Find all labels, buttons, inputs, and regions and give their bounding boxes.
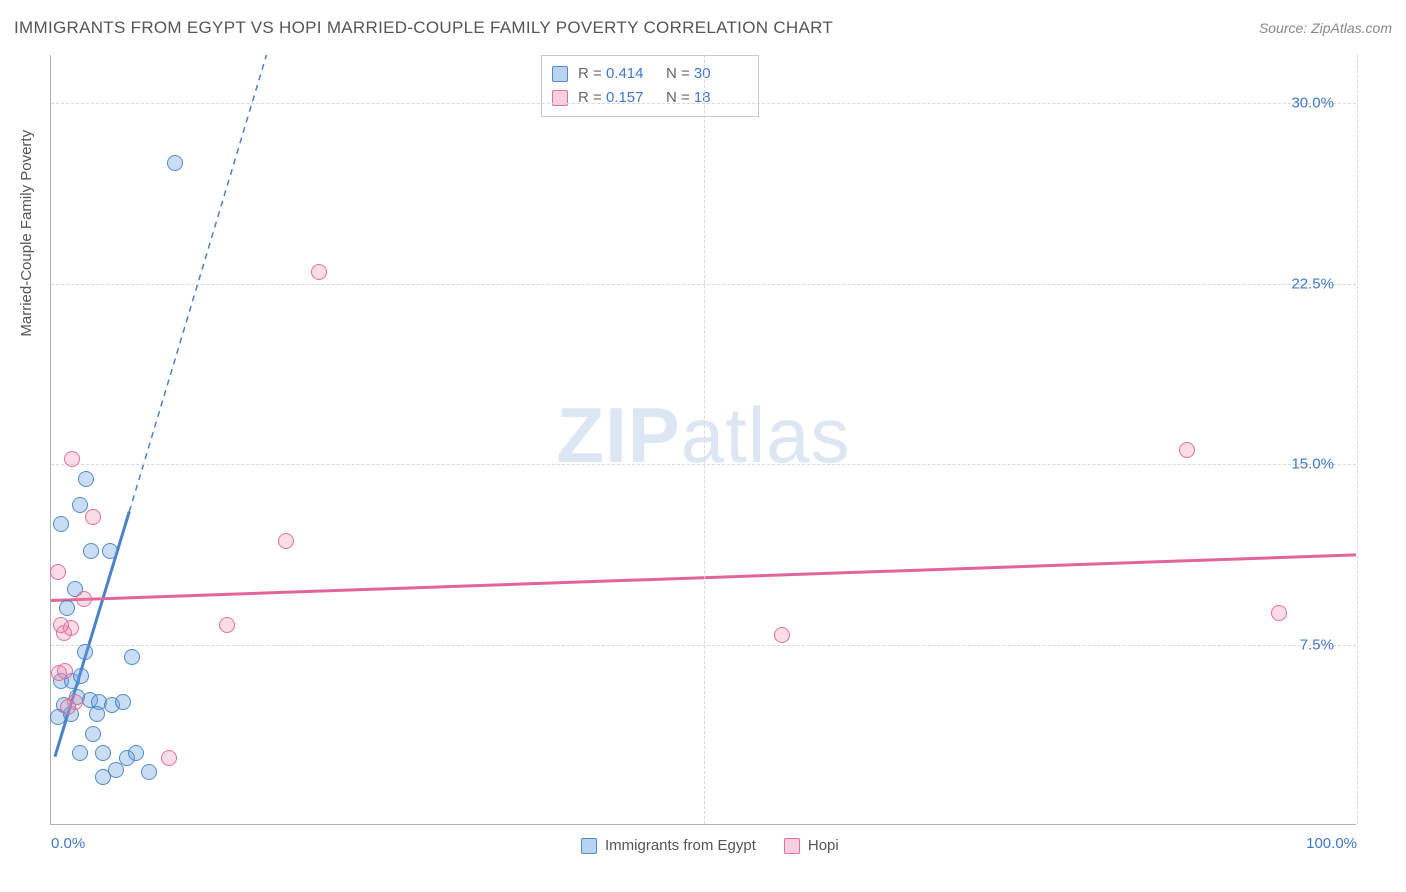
legend-label-pink: Hopi — [808, 837, 839, 854]
data-point-blue — [59, 600, 75, 616]
gridline-vertical — [1357, 55, 1358, 824]
n-label: N = — [666, 65, 694, 82]
source-prefix: Source: — [1259, 20, 1311, 36]
data-point-blue — [108, 762, 124, 778]
data-point-blue — [167, 155, 183, 171]
data-point-pink — [219, 617, 235, 633]
stats-legend-box: R = 0.414 N = 30 R = 0.157 N = 18 — [541, 55, 759, 117]
x-tick-label: 100.0% — [1306, 835, 1357, 852]
data-point-blue — [72, 497, 88, 513]
legend-swatch-blue — [581, 838, 597, 854]
bottom-legend: Immigrants from Egypt Hopi — [581, 837, 839, 854]
data-point-pink — [60, 699, 76, 715]
data-point-blue — [72, 745, 88, 761]
legend-item-blue: Immigrants from Egypt — [581, 837, 756, 854]
r-value-blue: 0.414 — [606, 62, 656, 86]
data-point-blue — [89, 706, 105, 722]
plot-area: ZIPatlas R = 0.414 N = 30 R = 0.157 N = … — [50, 55, 1356, 825]
data-point-pink — [278, 533, 294, 549]
y-tick-label: 22.5% — [1291, 275, 1334, 292]
data-point-blue — [73, 668, 89, 684]
data-point-blue — [53, 516, 69, 532]
data-point-pink — [57, 663, 73, 679]
data-point-pink — [53, 617, 69, 633]
data-point-pink — [1271, 605, 1287, 621]
n-value-blue: 30 — [694, 62, 744, 86]
data-point-blue — [128, 745, 144, 761]
data-point-blue — [102, 543, 118, 559]
watermark-bold: ZIP — [556, 390, 680, 478]
y-tick-label: 7.5% — [1300, 636, 1334, 653]
data-point-pink — [50, 564, 66, 580]
data-point-blue — [124, 649, 140, 665]
data-point-blue — [115, 694, 131, 710]
y-tick-label: 15.0% — [1291, 456, 1334, 473]
x-tick-label: 0.0% — [51, 835, 85, 852]
data-point-blue — [83, 543, 99, 559]
data-point-blue — [78, 471, 94, 487]
y-tick-label: 30.0% — [1291, 95, 1334, 112]
r-value-pink: 0.157 — [606, 86, 656, 110]
data-point-pink — [1179, 442, 1195, 458]
y-axis-title: Married-Couple Family Poverty — [18, 130, 35, 337]
data-point-blue — [77, 644, 93, 660]
legend-item-pink: Hopi — [784, 837, 839, 854]
swatch-blue — [552, 66, 568, 82]
watermark-rest: atlas — [681, 390, 851, 478]
n-value-pink: 18 — [694, 86, 744, 110]
data-point-blue — [95, 745, 111, 761]
data-point-pink — [85, 509, 101, 525]
data-point-pink — [774, 627, 790, 643]
data-point-pink — [311, 264, 327, 280]
data-point-blue — [85, 726, 101, 742]
r-label: R = — [578, 65, 606, 82]
legend-label-blue: Immigrants from Egypt — [605, 837, 756, 854]
gridline-vertical — [704, 55, 705, 824]
data-point-pink — [161, 750, 177, 766]
data-point-blue — [141, 764, 157, 780]
stats-row-pink: R = 0.157 N = 18 — [552, 86, 744, 110]
data-point-pink — [64, 451, 80, 467]
chart-header: IMMIGRANTS FROM EGYPT VS HOPI MARRIED-CO… — [14, 18, 1392, 38]
data-point-pink — [76, 591, 92, 607]
chart-title: IMMIGRANTS FROM EGYPT VS HOPI MARRIED-CO… — [14, 18, 833, 38]
source-link[interactable]: ZipAtlas.com — [1311, 20, 1392, 36]
chart-source: Source: ZipAtlas.com — [1259, 20, 1392, 36]
legend-swatch-pink — [784, 838, 800, 854]
stats-row-blue: R = 0.414 N = 30 — [552, 62, 744, 86]
